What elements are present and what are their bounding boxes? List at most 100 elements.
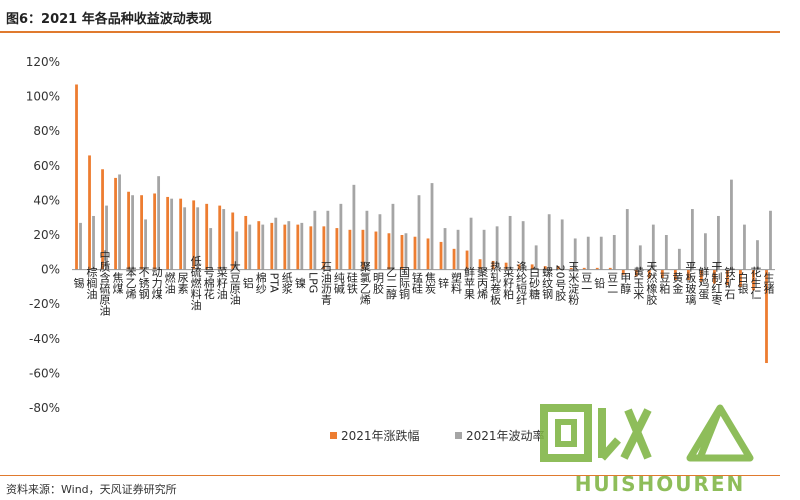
rise-bar xyxy=(713,269,716,284)
rise-bar xyxy=(400,235,404,270)
y-tick-label: 80% xyxy=(33,124,60,138)
rise-bar xyxy=(556,266,560,270)
rise-bar xyxy=(739,269,742,287)
category-label: 塑料 xyxy=(450,270,463,294)
rise-bar xyxy=(101,169,104,270)
rise-bar xyxy=(88,155,91,270)
figure-title: 图6：2021 年各品种收益波动表现 xyxy=(6,12,212,27)
category-label: 黄金 xyxy=(671,270,684,293)
category-label: 燃油 xyxy=(163,270,176,293)
rise-bar xyxy=(192,200,196,270)
volatility-bar xyxy=(287,221,291,270)
rise-bar xyxy=(114,177,117,270)
volatility-bar xyxy=(690,209,694,270)
volatility-bar xyxy=(443,228,447,270)
rise-bar xyxy=(335,228,339,270)
rise-bar xyxy=(348,229,352,270)
watermark-text: HUISHOUREN xyxy=(574,472,746,496)
volatility-bar xyxy=(209,228,213,270)
category-label: 低硫燃料油 xyxy=(189,255,202,310)
rise-bar xyxy=(491,260,495,270)
volatility-bar xyxy=(365,210,369,270)
rise-bar xyxy=(322,226,326,270)
rise-bar xyxy=(700,269,703,282)
category-label: 天然橡胶 xyxy=(645,261,658,306)
rise-bar xyxy=(270,222,274,270)
volatility-bar xyxy=(638,245,642,270)
rise-bar xyxy=(752,269,755,291)
legend: 2021年涨跌幅 2021年波动率 xyxy=(330,428,545,443)
rise-bar xyxy=(426,238,430,270)
category-label: 黄玉米 xyxy=(632,265,645,300)
rise-bar xyxy=(465,250,469,270)
rise-bar xyxy=(413,236,417,270)
recycle-logo-icon xyxy=(540,404,754,462)
rise-bar xyxy=(205,203,209,270)
volatility-bar xyxy=(131,195,134,270)
volatility-bar xyxy=(717,215,720,270)
volatility-bar xyxy=(300,222,304,270)
category-label: 菜籽油 xyxy=(215,266,228,299)
y-tick-label: -40% xyxy=(29,332,60,346)
rise-bar xyxy=(361,229,365,270)
y-tick-label: 0% xyxy=(41,263,60,277)
rise-bar xyxy=(530,264,534,270)
category-label: 焦炭 xyxy=(424,271,437,294)
category-label: 生猪 xyxy=(762,270,775,294)
volatility-bar xyxy=(79,222,82,270)
volatility-bar xyxy=(586,236,590,270)
volatility-bar xyxy=(664,235,668,270)
rise-bar xyxy=(127,191,130,270)
category-label: 大豆原油 xyxy=(228,259,241,304)
category-label: 纸浆 xyxy=(280,271,293,293)
category-label: 白砂糖 xyxy=(528,265,541,300)
y-tick-label: -60% xyxy=(29,366,60,380)
category-label: 豆二 xyxy=(606,272,619,294)
rise-bar xyxy=(452,248,456,270)
category-label: 菜籽粕 xyxy=(502,266,515,299)
category-label: 平板玻璃 xyxy=(684,261,697,306)
category-label: 鲜鸡蛋 xyxy=(697,265,710,300)
volatility-bar xyxy=(677,248,681,270)
volatility-bar xyxy=(651,224,655,270)
volatility-bar xyxy=(313,210,317,270)
category-label: 棕榈油 xyxy=(85,265,98,299)
category-label: 螺纹钢 xyxy=(541,266,554,299)
rise-bar xyxy=(244,215,248,270)
category-label: 明胶 xyxy=(371,271,384,294)
category-label: 不锈钢 xyxy=(137,266,150,299)
volatility-bar xyxy=(599,236,603,270)
watermark-logo: HUISHOUREN xyxy=(540,400,780,498)
category-label: 国际铜 xyxy=(397,266,410,300)
category-label: 乙二醇 xyxy=(384,266,397,299)
rise-bar xyxy=(478,259,482,270)
volatility-bar xyxy=(222,209,226,270)
volatility-bar xyxy=(196,207,200,270)
volatility-bar xyxy=(326,210,330,270)
volatility-bar xyxy=(704,233,707,270)
y-tick-label: -20% xyxy=(29,297,60,311)
category-label: 石油沥青 xyxy=(319,261,332,306)
category-label: LPG xyxy=(306,272,319,293)
volatility-bar xyxy=(261,224,265,270)
rise-bar xyxy=(660,269,664,279)
rise-bar xyxy=(153,193,157,270)
category-label: 豆一 xyxy=(580,272,593,294)
y-tick-label: 120% xyxy=(26,55,60,69)
volatility-bar xyxy=(430,183,434,270)
rise-bar xyxy=(765,269,768,364)
volatility-bar xyxy=(170,198,174,270)
category-label: 尿素 xyxy=(176,271,189,293)
category-label: 玉米淀粉 xyxy=(567,261,580,305)
volatility-bar xyxy=(612,235,616,270)
rise-bar xyxy=(673,269,677,280)
rise-bar xyxy=(179,198,183,270)
volatility-bar xyxy=(157,176,161,270)
category-label: PTA xyxy=(267,273,280,293)
category-label: 动力煤 xyxy=(150,266,163,300)
volatility-bar xyxy=(352,184,356,270)
category-label: 花生仁 xyxy=(749,266,762,299)
rise-bar xyxy=(517,264,521,270)
volatility-bar xyxy=(482,229,486,270)
bars xyxy=(75,84,772,364)
